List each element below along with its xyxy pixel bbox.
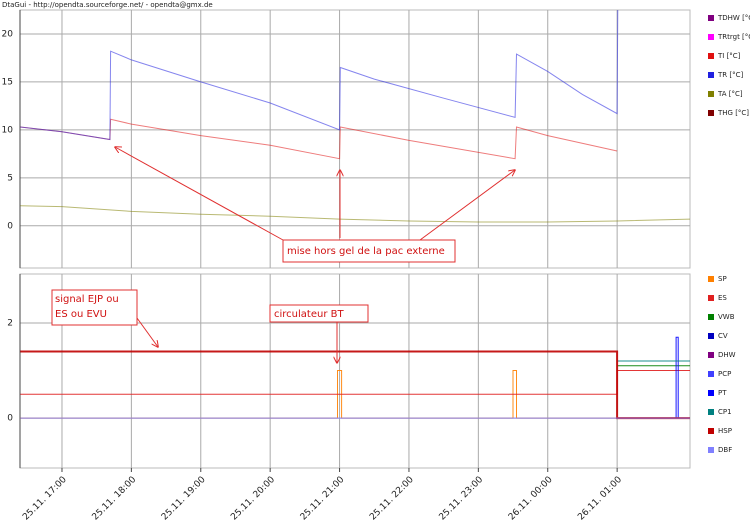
legend-swatch [708,15,714,21]
y-tick-label: 5 [7,173,13,183]
annotation-box [269,304,369,323]
legend-swatch [708,276,714,282]
legend-swatch [708,352,714,358]
legend-swatch [708,428,714,434]
legend-label: TRtrgt [°C] [717,33,750,41]
y-tick-label: 2 [7,318,13,328]
legend-swatch [708,409,714,415]
legend-swatch [708,314,714,320]
y-tick-label: 0 [7,221,13,231]
legend-label: SP [718,275,727,283]
legend-swatch [708,110,714,116]
legend-swatch [708,333,714,339]
plot-area [19,9,691,269]
y-tick-label: 0 [7,414,13,424]
legend-label: THG [°C] [717,109,749,117]
annotation-arrow [115,147,284,241]
annotation: ES ou EVU [55,309,107,320]
legend-swatch [708,390,714,396]
annotation: signal EJP ou [55,294,119,305]
legend-swatch [708,72,714,78]
legend-label: DBF [718,446,732,454]
legend-label: TDHW [°C] [717,14,750,22]
x-tick-label: 25.11. 23:00 [438,475,486,523]
legend-swatch [708,53,714,59]
legend-swatch [708,91,714,97]
x-tick-label: 25.11. 17:00 [21,475,69,523]
series-line [675,336,679,419]
legend-label: PT [718,389,727,397]
x-tick-label: 25.11. 18:00 [91,475,139,523]
legend-label: TA [°C] [717,90,743,98]
series-line [20,10,619,141]
series-group [20,336,690,420]
annotation-arrow [136,317,158,347]
x-tick-label: 25.11. 21:00 [299,475,347,523]
legend-swatch [708,371,714,377]
legend-label: TI [°C] [717,52,741,60]
x-tick-label: 26.11. 01:00 [576,475,624,523]
annotation-box [51,289,138,326]
x-tick-label: 25.11. 22:00 [368,475,416,523]
legend-label: HSP [718,427,732,435]
x-tick-label: 25.11. 19:00 [160,475,208,523]
legend-label: ES [718,294,727,302]
annotation-box [282,239,456,263]
x-tick-label: 26.11. 00:00 [507,475,555,523]
window-title: DtaGui - http://opendta.sourceforge.net/… [2,1,213,9]
annotation: circulateur BT [274,309,344,320]
y-tick-label: 20 [2,29,14,39]
annotation: mise hors gel de la pac externe [287,246,445,257]
legend-swatch [708,447,714,453]
legend-label: DHW [718,351,736,359]
legend-swatch [708,34,714,40]
x-tick-label: 25.11. 20:00 [229,475,277,523]
y-tick-label: 10 [2,125,14,135]
legend-label: TR [°C] [717,71,743,79]
legend-label: VWB [718,313,735,321]
legend-label: CP1 [718,408,732,416]
annotation-arrow [419,170,515,241]
legend-swatch [708,295,714,301]
y-tick-label: 15 [2,77,13,87]
legend-label: PCP [718,370,731,378]
legend-label: CV [718,332,728,340]
